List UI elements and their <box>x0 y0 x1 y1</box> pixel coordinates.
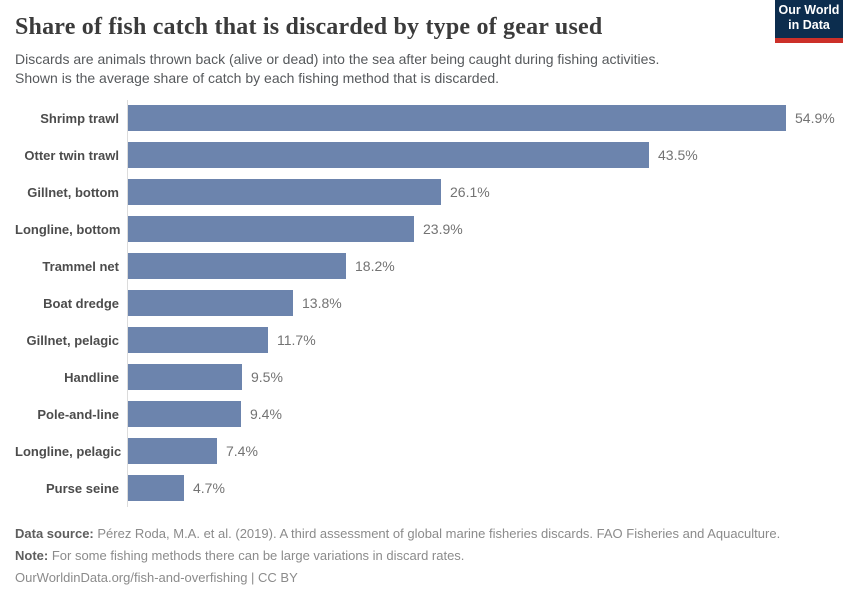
owid-logo-line-2: in Data <box>788 17 830 32</box>
bar-track: 9.4% <box>127 395 835 433</box>
chart-row: Longline, bottom 23.9% <box>15 210 835 248</box>
chart-row: Gillnet, pelagic 11.7% <box>15 321 835 359</box>
subtitle-line-1: Discards are animals thrown back (alive … <box>15 50 660 67</box>
chart-header: Share of fish catch that is discarded by… <box>15 0 843 88</box>
bar-track: 54.9% <box>127 99 835 137</box>
datasource-label: Data source: <box>15 525 94 541</box>
value-label: 13.8% <box>302 295 342 312</box>
chart-row: Purse seine 4.7% <box>15 469 835 507</box>
bar-track: 4.7% <box>127 469 835 507</box>
bar[interactable] <box>128 364 242 391</box>
value-label: 26.1% <box>450 184 490 201</box>
chart-subtitle: Discards are animals thrown back (alive … <box>15 50 835 88</box>
value-label: 54.9% <box>795 110 835 127</box>
value-label: 4.7% <box>193 480 225 497</box>
chart-row: Shrimp trawl 54.9% <box>15 99 835 137</box>
chart-row: Otter twin trawl 43.5% <box>15 136 835 174</box>
value-label: 9.4% <box>250 406 282 423</box>
value-label: 23.9% <box>423 221 463 238</box>
category-label: Trammel net <box>42 258 119 274</box>
bar[interactable] <box>128 475 184 502</box>
bar-track: 11.7% <box>127 321 835 359</box>
category-label: Boat dredge <box>43 295 119 311</box>
bar-track: 23.9% <box>127 210 835 248</box>
chart-row: Handline 9.5% <box>15 358 835 396</box>
owid-url-link[interactable]: OurWorldinData.org/fish-and-overfishing … <box>15 569 298 585</box>
category-label: Purse seine <box>46 480 119 496</box>
bar[interactable] <box>128 401 241 428</box>
note-label: Note: <box>15 547 49 563</box>
category-label: Gillnet, pelagic <box>26 332 119 348</box>
value-label: 7.4% <box>226 443 258 460</box>
license-line: OurWorldinData.org/fish-and-overfishing … <box>15 567 835 589</box>
owid-logo[interactable]: Our World in Data <box>775 0 843 43</box>
chart-row: Longline, pelagic 7.4% <box>15 432 835 470</box>
bar-chart: Shrimp trawl 54.9% Otter twin trawl 43.5% Gi… <box>15 99 835 507</box>
bar-track: 7.4% <box>127 432 835 470</box>
category-label: Gillnet, bottom <box>27 184 119 200</box>
note-line: Note: For some fishing methods there can… <box>15 545 835 567</box>
bar[interactable] <box>128 327 268 354</box>
category-label: Longline, bottom <box>15 221 121 237</box>
bar[interactable] <box>128 142 649 169</box>
bar[interactable] <box>128 179 441 206</box>
value-label: 18.2% <box>355 258 395 275</box>
bar[interactable] <box>128 438 217 465</box>
bar-track: 18.2% <box>127 247 835 285</box>
datasource-text: Pérez Roda, M.A. et al. (2019). A third … <box>93 525 781 541</box>
chart-row: Gillnet, bottom 26.1% <box>15 173 835 211</box>
category-label: Handline <box>64 369 119 385</box>
category-label: Otter twin trawl <box>24 147 119 163</box>
category-label: Longline, pelagic <box>15 443 122 459</box>
bar-track: 13.8% <box>127 284 835 322</box>
subtitle-line-2: Shown is the average share of catch by e… <box>15 69 500 86</box>
note-text: For some fishing methods there can be la… <box>48 547 465 563</box>
value-label: 11.7% <box>277 332 316 349</box>
bar-track: 9.5% <box>127 358 835 396</box>
category-label: Shrimp trawl <box>40 110 119 126</box>
chart-row: Pole-and-line 9.4% <box>15 395 835 433</box>
bar[interactable] <box>128 105 786 132</box>
bar[interactable] <box>128 253 346 280</box>
chart-footer: Data source: Pérez Roda, M.A. et al. (20… <box>15 523 835 589</box>
bar-track: 43.5% <box>127 136 835 174</box>
page-title: Share of fish catch that is discarded by… <box>15 14 603 40</box>
category-label: Pole-and-line <box>37 406 119 422</box>
bar[interactable] <box>128 216 414 243</box>
value-label: 43.5% <box>658 147 698 164</box>
chart-row: Boat dredge 13.8% <box>15 284 835 322</box>
bar-track: 26.1% <box>127 173 835 211</box>
owid-logo-line-1: Our World <box>778 2 840 17</box>
bar[interactable] <box>128 290 293 317</box>
chart-row: Trammel net 18.2% <box>15 247 835 285</box>
value-label: 9.5% <box>251 369 283 386</box>
datasource-line: Data source: Pérez Roda, M.A. et al. (20… <box>15 523 835 545</box>
